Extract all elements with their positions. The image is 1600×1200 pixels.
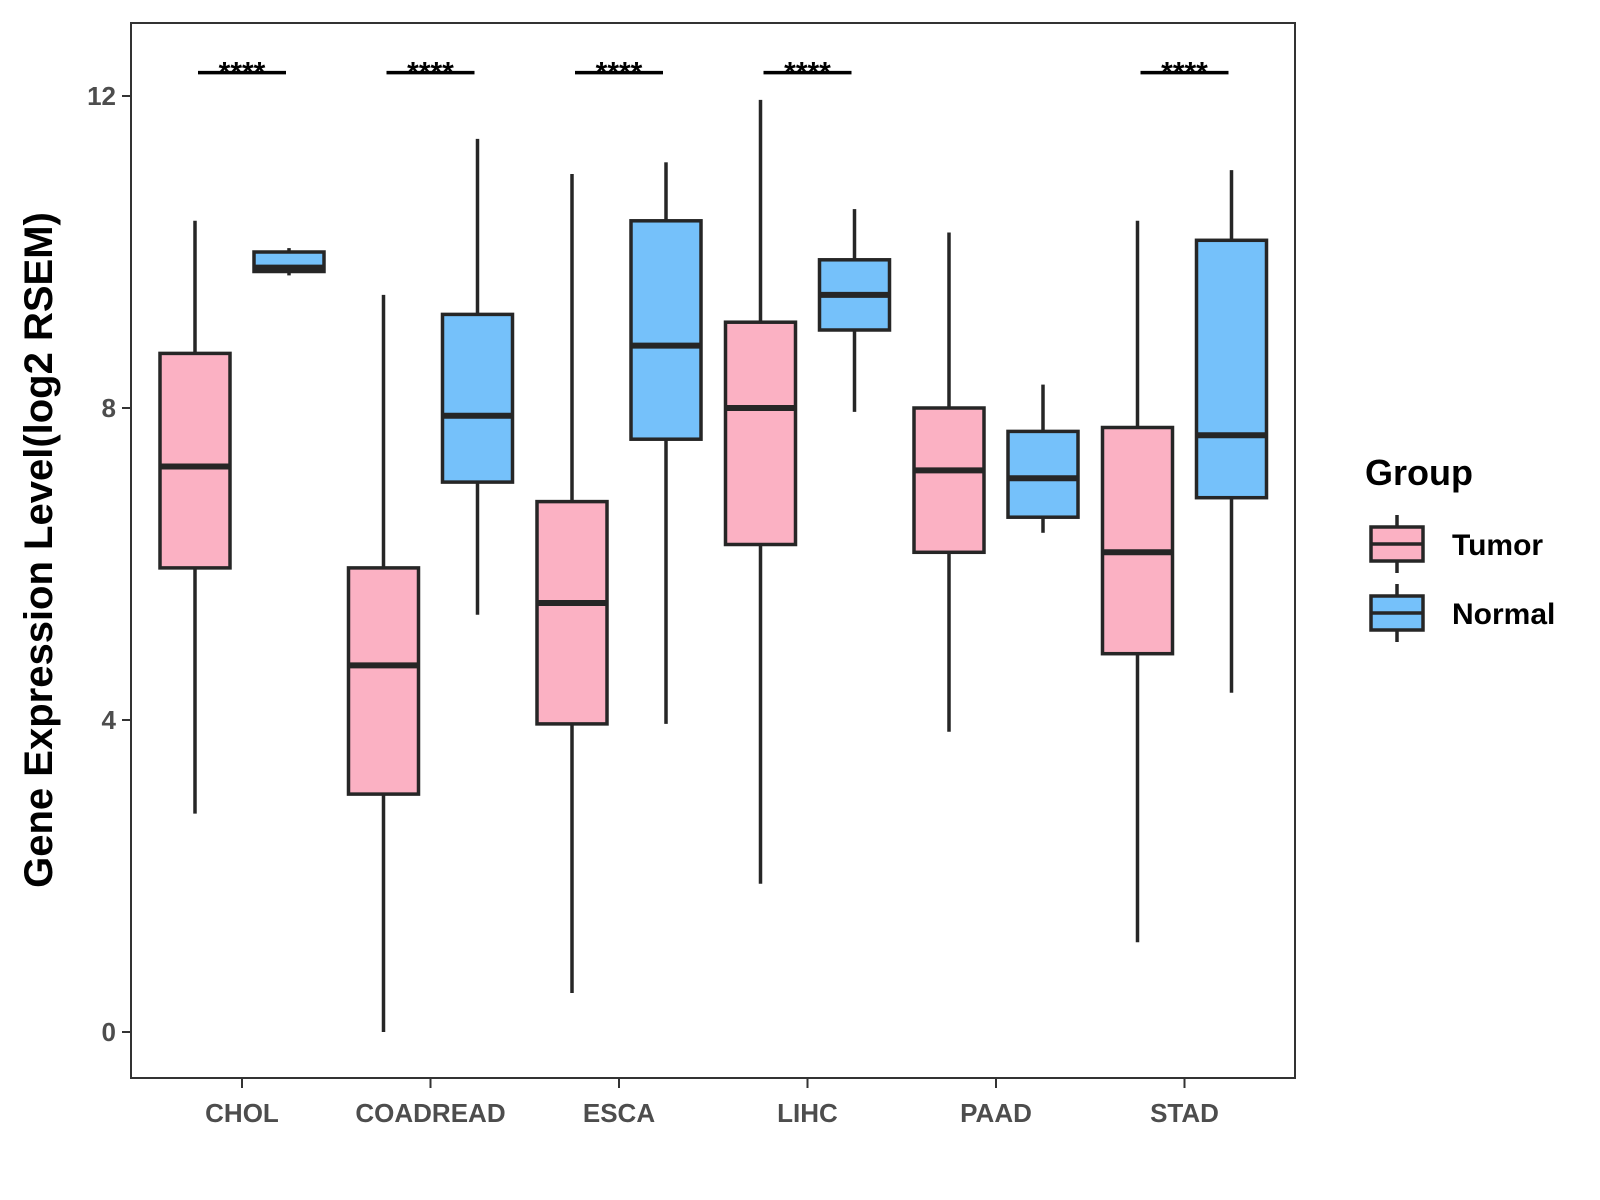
x-tick-label-paad: PAAD [960, 1098, 1032, 1128]
x-tick-label-chol: CHOL [205, 1098, 279, 1128]
y-tick-label-12: 12 [87, 81, 116, 111]
plot-panel-border [130, 22, 1296, 1079]
box-tumor-coadread [346, 294, 421, 1032]
y-tick-label-8: 8 [102, 393, 116, 423]
box-body-tumor-paad [912, 406, 986, 555]
x-tick-label-lihc: LIHC [777, 1098, 838, 1128]
legend-label-tumor: Tumor [1452, 529, 1543, 562]
box-tumor-esca [535, 174, 609, 993]
box-normal-coadread [440, 138, 515, 615]
x-tick-label-coadread: COADREAD [355, 1098, 505, 1128]
significance-label-chol: **** [219, 57, 266, 90]
y-axis: 0 4 8 12 [87, 81, 131, 1047]
y-axis-title: Gene Expression Level(log2 RSEM) [17, 212, 61, 888]
box-normal-stad [1194, 170, 1269, 693]
box-tumor-paad [912, 232, 986, 732]
box-body-normal-coadread [440, 312, 515, 484]
box-normal-esca [629, 162, 703, 724]
x-tick-label-esca: ESCA [583, 1098, 655, 1128]
box-body-tumor-esca [535, 499, 609, 726]
y-tick-label-0: 0 [102, 1017, 116, 1047]
legend: Group Tumor Normal [1365, 452, 1555, 642]
significance-label-stad: **** [1161, 57, 1208, 90]
chart-marks: **** **** **** **** **** [158, 57, 1269, 1032]
significance-label-lihc: **** [784, 57, 831, 90]
box-normal-chol [252, 248, 326, 276]
legend-label-normal: Normal [1452, 598, 1555, 631]
box-body-normal-stad [1194, 238, 1269, 500]
box-tumor-chol [158, 220, 232, 814]
significance-label-coadread: **** [407, 57, 454, 90]
box-tumor-lihc [723, 99, 798, 884]
x-tick-label-stad: STAD [1150, 1098, 1219, 1128]
legend-title: Group [1365, 452, 1473, 493]
legend-item-normal: Normal [1369, 584, 1555, 642]
box-body-tumor-stad [1100, 425, 1175, 656]
significance-label-esca: **** [596, 57, 643, 90]
box-body-tumor-lihc [723, 320, 798, 547]
box-body-tumor-chol [158, 351, 232, 570]
box-normal-paad [1006, 384, 1080, 533]
legend-item-tumor: Tumor [1369, 515, 1543, 573]
box-body-normal-esca [629, 219, 703, 441]
box-tumor-stad [1100, 220, 1175, 943]
y-tick-label-4: 4 [102, 705, 117, 735]
box-body-normal-paad [1006, 429, 1080, 519]
x-axis: CHOL COADREAD ESCA LIHC PAAD STAD [205, 1078, 1219, 1128]
box-body-tumor-coadread [346, 566, 421, 796]
box-normal-lihc [817, 209, 892, 412]
